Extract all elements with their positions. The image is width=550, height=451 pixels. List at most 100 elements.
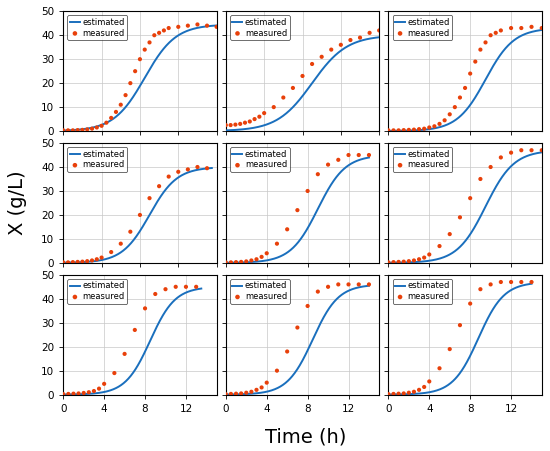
measured [164,173,173,180]
measured [365,281,373,288]
estimated [442,384,448,390]
estimated [105,388,112,394]
estimated [160,47,166,52]
measured [517,278,526,285]
estimated [432,388,438,394]
estimated [446,252,453,258]
measured [389,390,398,397]
measured [527,147,536,154]
measured [389,258,398,266]
measured [164,24,173,32]
measured [68,127,77,134]
measured [273,240,282,247]
measured [344,281,353,288]
measured [283,226,292,233]
measured [425,378,434,385]
measured [365,152,373,159]
measured [384,259,393,266]
measured [92,124,101,131]
measured [64,127,73,134]
estimated [497,178,503,183]
estimated [404,260,410,265]
estimated [269,387,276,393]
estimated [108,254,115,260]
measured [293,207,302,214]
measured [425,124,434,131]
measured [252,386,261,393]
Text: Time (h): Time (h) [265,428,346,446]
measured [193,21,202,28]
measured [69,390,78,397]
estimated [223,260,229,266]
measured [59,391,68,398]
estimated [543,27,550,32]
measured [84,389,93,396]
measured [78,258,87,265]
measured [293,324,302,331]
measured [440,117,449,124]
measured [491,29,500,37]
measured [262,379,271,386]
measured [64,390,73,397]
measured [240,119,249,126]
measured [247,257,256,264]
measured [87,125,96,132]
estimated [496,179,502,184]
estimated [312,210,319,216]
measured [232,390,240,397]
estimated [223,392,229,397]
measured [192,283,201,290]
measured [446,345,454,353]
measured [323,283,332,290]
Line: estimated: estimated [226,157,369,263]
estimated [198,286,205,291]
Legend: estimated, measured: estimated, measured [230,147,290,172]
measured [117,240,125,247]
estimated [60,392,67,397]
measured [59,127,68,134]
measured [415,256,424,263]
measured [486,32,495,39]
measured [270,104,278,111]
measured [394,258,403,266]
measured [527,278,536,285]
estimated [223,128,229,133]
measured [145,39,154,46]
Legend: estimated, measured: estimated, measured [68,147,127,172]
estimated [402,391,409,397]
measured [260,110,268,117]
Legend: estimated, measured: estimated, measured [393,279,453,304]
estimated [79,127,86,132]
estimated [385,128,392,133]
measured [232,258,240,266]
measured [242,258,251,265]
Line: estimated: estimated [226,286,369,395]
measured [135,212,144,219]
measured [404,126,413,133]
estimated [385,260,392,266]
measured [242,389,251,396]
measured [507,149,515,156]
estimated [60,128,67,133]
estimated [404,128,411,133]
measured [226,121,235,129]
measured [399,127,408,134]
measured [184,22,192,29]
measured [471,58,480,65]
measured [303,302,312,309]
measured [140,46,149,53]
measured [245,118,254,125]
measured [481,39,490,46]
measured [78,126,87,133]
estimated [269,257,276,262]
measured [102,119,111,126]
estimated [448,120,454,125]
measured [404,258,413,265]
estimated [279,382,286,388]
measured [202,165,211,172]
estimated [500,48,507,53]
Line: estimated: estimated [63,168,212,262]
measured [121,92,130,99]
measured [404,389,413,396]
Line: estimated: estimated [388,284,531,395]
